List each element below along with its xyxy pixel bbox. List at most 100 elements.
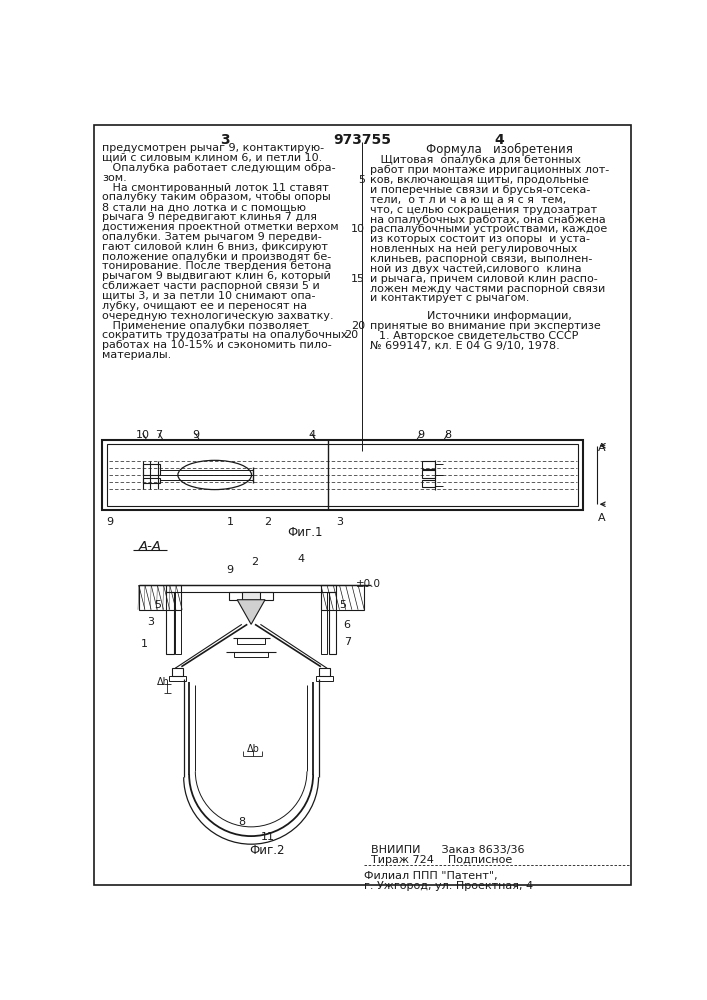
Text: опалубки. Затем рычагом 9 передви-: опалубки. Затем рычагом 9 передви-: [103, 232, 322, 242]
Text: 1: 1: [141, 639, 148, 649]
Text: 1: 1: [227, 517, 234, 527]
Bar: [422, 461, 435, 469]
Text: работ при монтаже ирригационных лот-: работ при монтаже ирригационных лот-: [370, 165, 609, 175]
Text: ной из двух частей,силового  клина: ной из двух частей,силового клина: [370, 264, 581, 274]
Text: 15: 15: [351, 274, 365, 284]
Text: Δh: Δh: [156, 677, 170, 687]
Text: A: A: [598, 443, 606, 453]
Text: предусмотрен рычаг 9, контактирую-: предусмотрен рычаг 9, контактирую-: [103, 143, 325, 153]
Text: 1. Авторское свидетельство СССР: 1. Авторское свидетельство СССР: [379, 331, 578, 341]
Bar: [321, 592, 327, 654]
Text: 10: 10: [136, 430, 150, 440]
Text: 4: 4: [308, 430, 315, 440]
Text: 5: 5: [358, 175, 365, 185]
Text: Опалубка работает следующим обра-: Опалубка работает следующим обра-: [103, 163, 336, 173]
Text: 3: 3: [336, 517, 343, 527]
Text: работах на 10-15% и сэкономить пило-: работах на 10-15% и сэкономить пило-: [103, 340, 332, 350]
Text: Тираж 724    Подписное: Тираж 724 Подписное: [371, 855, 513, 865]
Text: Источники информации,: Источники информации,: [427, 311, 571, 321]
Text: и контактирует с рычагом.: и контактирует с рычагом.: [370, 293, 529, 303]
Text: что, с целью сокращения трудозатрат: что, с целью сокращения трудозатрат: [370, 205, 597, 215]
Text: материалы.: материалы.: [103, 350, 172, 360]
Bar: [107, 444, 578, 506]
Text: сближает части распорной связи 5 и: сближает части распорной связи 5 и: [103, 281, 320, 291]
Text: и поперечные связи и брусья-отсека-: и поперечные связи и брусья-отсека-: [370, 185, 590, 195]
Text: 8: 8: [238, 817, 245, 827]
Bar: [143, 478, 160, 483]
Bar: [172, 668, 183, 676]
Text: Щитовая  опалубка для бетонных: Щитовая опалубка для бетонных: [370, 155, 580, 165]
Text: Формула   изобретения: Формула изобретения: [426, 143, 573, 156]
Text: A: A: [598, 513, 606, 523]
Text: 11: 11: [261, 832, 275, 842]
Text: положение опалубки и производят бе-: положение опалубки и производят бе-: [103, 252, 332, 262]
Text: № 699147, кл. Е 04 G 9/10, 1978.: № 699147, кл. Е 04 G 9/10, 1978.: [370, 341, 559, 351]
Text: 6: 6: [344, 620, 351, 630]
Text: тонирование. После твердения бетона: тонирование. После твердения бетона: [103, 261, 332, 271]
Text: Фиг.2: Фиг.2: [249, 844, 284, 857]
Text: Филиал ППП "Патент",: Филиал ППП "Патент",: [363, 871, 497, 881]
Text: 2: 2: [252, 557, 259, 567]
Text: 9: 9: [226, 565, 233, 575]
Bar: [422, 480, 435, 487]
Text: 3: 3: [220, 133, 230, 147]
Bar: [234, 652, 268, 657]
Text: на опалубочных работах, она снабжена: на опалубочных работах, она снабжена: [370, 215, 605, 225]
Text: щиты 3, и за петли 10 снимают опа-: щиты 3, и за петли 10 снимают опа-: [103, 291, 316, 301]
Text: Фиг.1: Фиг.1: [287, 526, 322, 539]
Text: опалубку таким образом, чтобы опоры: опалубку таким образом, чтобы опоры: [103, 192, 331, 202]
Text: 9: 9: [107, 517, 114, 527]
Text: ВНИИПИ      Заказ 8633/36: ВНИИПИ Заказ 8633/36: [371, 845, 525, 855]
Text: и рычага, причем силовой клин распо-: и рычага, причем силовой клин распо-: [370, 274, 597, 284]
Bar: [320, 668, 330, 676]
Text: очередную технологическую захватку.: очередную технологическую захватку.: [103, 311, 334, 321]
Bar: [329, 592, 337, 654]
Text: А-А: А-А: [139, 540, 162, 553]
Bar: [103, 440, 583, 510]
Bar: [321, 585, 363, 610]
Text: клиньев, распорной связи, выполнен-: клиньев, распорной связи, выполнен-: [370, 254, 592, 264]
Text: новленных на ней регулировочных: новленных на ней регулировочных: [370, 244, 577, 254]
Text: 8 стали на дно лотка и с помощью: 8 стали на дно лотка и с помощью: [103, 202, 306, 212]
Text: лубку, очищают ее и переносят на: лубку, очищают ее и переносят на: [103, 301, 308, 311]
Bar: [230, 592, 273, 600]
Text: 20: 20: [344, 330, 358, 340]
Text: 8: 8: [445, 430, 452, 440]
Text: Δb: Δb: [247, 744, 259, 754]
Text: рычагом 9 выдвигают клин 6, который: рычагом 9 выдвигают клин 6, который: [103, 271, 331, 281]
Text: распалубочными устройствами, каждое: распалубочными устройствами, каждое: [370, 224, 607, 234]
Bar: [169, 676, 186, 681]
Text: 10: 10: [351, 224, 365, 234]
Text: 9: 9: [192, 430, 199, 440]
Bar: [143, 464, 160, 475]
Bar: [175, 592, 182, 654]
Text: рычага 9 передвигают клинья 7 для: рычага 9 передвигают клинья 7 для: [103, 212, 317, 222]
Text: 20: 20: [351, 321, 365, 331]
Text: ков, включающая щиты, продольные: ков, включающая щиты, продольные: [370, 175, 588, 185]
Text: г. Ужгород, ул. Проектная, 4: г. Ужгород, ул. Проектная, 4: [363, 881, 532, 891]
Text: 5: 5: [339, 600, 346, 610]
Text: 5: 5: [155, 600, 162, 610]
Text: из которых состоит из опоры  и уста-: из которых состоит из опоры и уста-: [370, 234, 590, 244]
Text: достижения проектной отметки верхом: достижения проектной отметки верхом: [103, 222, 339, 232]
Text: 9: 9: [417, 430, 424, 440]
Text: 4: 4: [298, 554, 305, 564]
Bar: [422, 470, 435, 478]
Bar: [166, 585, 337, 592]
Text: щий с силовым клином 6, и петли 10.: щий с силовым клином 6, и петли 10.: [103, 153, 322, 163]
Text: зом.: зом.: [103, 173, 127, 183]
Text: принятые во внимание при экспертизе: принятые во внимание при экспертизе: [370, 321, 600, 331]
Text: 7: 7: [156, 430, 163, 440]
Text: 4: 4: [494, 133, 504, 147]
Text: гают силовой клин 6 вниз, фиксируют: гают силовой клин 6 вниз, фиксируют: [103, 242, 328, 252]
Bar: [139, 585, 182, 610]
Text: На смонтированный лоток 11 ставят: На смонтированный лоток 11 ставят: [103, 183, 329, 193]
Text: 973755: 973755: [333, 133, 391, 147]
Text: тели,  о т л и ч а ю щ а я с я  тем,: тели, о т л и ч а ю щ а я с я тем,: [370, 195, 566, 205]
Text: ложен между частями распорной связи: ложен между частями распорной связи: [370, 284, 605, 294]
Bar: [166, 592, 174, 654]
Bar: [316, 676, 333, 681]
Text: ±0.0: ±0.0: [356, 579, 381, 589]
Text: 7: 7: [344, 637, 351, 647]
Text: сократить трудозатраты на опалубочных: сократить трудозатраты на опалубочных: [103, 330, 348, 340]
